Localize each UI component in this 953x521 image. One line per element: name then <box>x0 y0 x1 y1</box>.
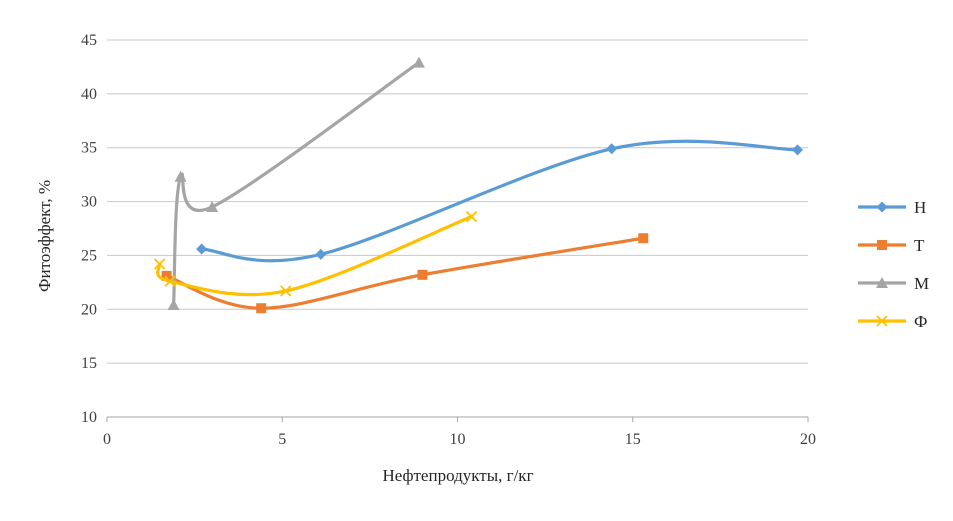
x-tick-label: 5 <box>278 431 286 448</box>
y-tick-label: 30 <box>81 194 97 211</box>
series-2 <box>161 233 649 314</box>
data-point <box>153 258 166 270</box>
legend-item: М <box>858 274 929 293</box>
legend-item: Ф <box>858 312 927 331</box>
data-point <box>164 275 176 287</box>
x-tick-label: 10 <box>450 431 466 448</box>
legend-item: Н <box>858 198 926 217</box>
data-point <box>256 303 267 314</box>
legend-swatch-marker <box>876 315 888 327</box>
y-tick-label: 20 <box>81 301 97 318</box>
y-tick-label: 15 <box>81 355 97 372</box>
legend-label: Н <box>914 198 926 217</box>
x-tick-label: 15 <box>625 431 641 448</box>
legend-swatch-marker <box>876 277 888 288</box>
y-tick-label: 25 <box>81 247 97 264</box>
data-point <box>791 144 803 156</box>
series-line <box>156 215 474 297</box>
series-3 <box>167 56 425 310</box>
y-tick-label: 10 <box>81 409 97 426</box>
series-line <box>171 61 421 307</box>
series-1 <box>196 139 803 263</box>
data-point <box>196 243 208 255</box>
data-point <box>417 269 428 280</box>
y-tick-label: 40 <box>81 86 97 103</box>
x-tick-label: 0 <box>103 431 111 448</box>
y-tick-label: 45 <box>81 32 97 49</box>
data-point <box>315 248 327 260</box>
legend-label: Ф <box>914 312 927 331</box>
data-point <box>161 270 172 281</box>
data-point <box>638 233 649 244</box>
data-point <box>206 200 219 212</box>
y-axis-title: Фитоэффект, % <box>35 180 54 292</box>
data-point <box>280 285 292 297</box>
series-line <box>164 236 645 310</box>
axes <box>106 416 809 422</box>
legend-swatch-marker <box>876 201 888 213</box>
legend-swatch-marker <box>877 240 887 250</box>
data-point <box>174 170 187 182</box>
x-tick-label: 20 <box>800 431 816 448</box>
series-layer <box>153 56 803 314</box>
legend-label: М <box>914 274 929 293</box>
data-point <box>465 211 478 223</box>
series-4 <box>153 211 478 297</box>
data-point <box>167 298 180 310</box>
y-tick-label: 35 <box>81 140 97 157</box>
tick-labels: 10 15 20 25 30 35 40 45 0 5 10 15 20 <box>81 32 816 448</box>
legend-label: Т <box>914 236 925 255</box>
data-point <box>606 143 618 155</box>
legend-item: Т <box>858 236 925 255</box>
x-axis-title: Нефтепродукты, г/кг <box>382 466 533 485</box>
data-point <box>412 56 425 68</box>
series-line <box>200 139 800 263</box>
